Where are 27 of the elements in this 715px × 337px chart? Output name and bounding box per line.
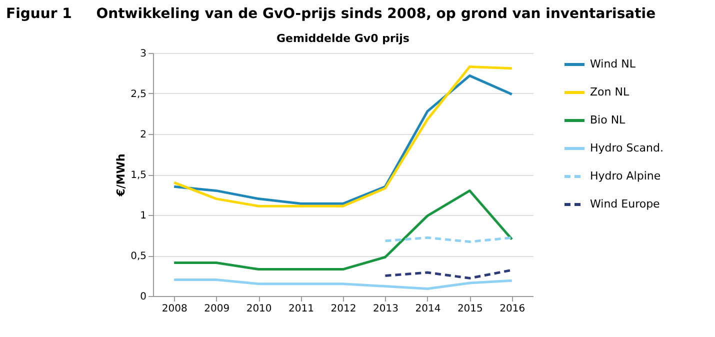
x-tick-label: 2014 [415,304,441,314]
x-tick-label: 2012 [330,304,356,314]
x-tick-label: 2011 [288,304,314,314]
chart-subtitle: Gemiddelde Gv0 prijs [276,32,410,45]
y-tick-label: 1,5 [130,170,146,181]
y-tick-label: 0,5 [130,251,146,262]
legend-label: Hydro Scand. [590,142,664,154]
x-tick-label: 2008 [162,304,188,314]
chart-title: Figuur 1 Ontwikkeling van de GvO-prijs sinds 2008, op grond van inventarisatie [5,5,657,24]
y-tick-label: 1 [140,210,146,222]
x-tick-label: 2016 [500,304,526,314]
line-series [172,278,514,290]
x-tick-label: 2015 [457,304,483,314]
y-tick-label: 2 [140,130,146,140]
y-tick-label: 3 [140,48,146,60]
legend-label: Wind Europe [590,198,660,210]
legend-label: Hydro Alpine [590,170,661,182]
line-series [172,189,514,271]
y-axis-title: €/MWh [114,154,128,198]
y-tick-label: 0 [140,292,146,302]
legend-label: Wind NL [590,58,636,70]
y-tick-label: 2,5 [130,89,146,100]
x-tick-label: 2009 [204,304,230,314]
x-tick-label: 2010 [246,304,272,314]
x-tick-label: 2013 [372,304,398,314]
legend-label: Bio NL [590,114,626,126]
legend-label: Zon NL [590,86,630,98]
